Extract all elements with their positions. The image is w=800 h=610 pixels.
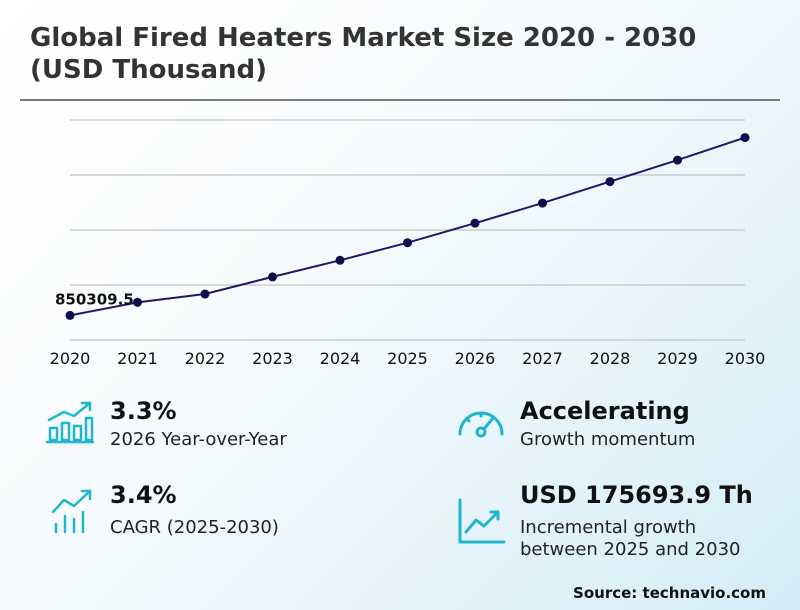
x-tick-label: 2021 xyxy=(117,349,158,368)
data-point-2025 xyxy=(403,238,412,248)
data-point-2027 xyxy=(538,198,547,208)
x-tick-label: 2026 xyxy=(455,349,496,368)
data-point-2022 xyxy=(200,289,210,299)
data-point-2030 xyxy=(740,133,750,143)
title-divider xyxy=(20,99,780,101)
kpi-incremental-label-line2: between 2025 and 2030 xyxy=(520,539,741,560)
data-point-2020 xyxy=(65,310,75,320)
x-tick-label: 2024 xyxy=(320,349,361,368)
kpi-yoy-value: 3.3% xyxy=(110,397,177,425)
data-point-2023 xyxy=(268,272,277,282)
x-tick-label: 2027 xyxy=(522,349,563,368)
x-tick-label: 2028 xyxy=(590,349,631,368)
trend-bars-icon xyxy=(50,488,96,540)
x-tick-label: 2022 xyxy=(185,349,226,368)
kpi-cagr-label: CAGR (2025-2030) xyxy=(110,517,279,538)
data-point-2026 xyxy=(470,218,480,228)
speedometer-icon xyxy=(456,404,506,444)
data-point-2028 xyxy=(605,177,615,187)
chart-title: Global Fired Heaters Market Size 2020 - … xyxy=(30,23,697,85)
source-label: Source: xyxy=(573,584,638,602)
series-points xyxy=(65,133,750,320)
kpi-incremental-label-line1: Incremental growth xyxy=(520,517,697,538)
source-credit: Source: technavio.com xyxy=(573,584,766,602)
kpi-momentum-label: Growth momentum xyxy=(520,429,696,450)
data-point-2021 xyxy=(133,297,142,307)
data-point-2029 xyxy=(673,155,682,165)
x-tick-label: 2029 xyxy=(657,349,698,368)
chart-grid xyxy=(70,119,745,341)
x-tick-label: 2023 xyxy=(252,349,293,368)
kpi-yoy-label: 2026 Year-over-Year xyxy=(110,429,287,450)
data-label-2020: 850309.5 xyxy=(55,290,134,308)
line-chart: 2020 2021 2022 2023 2024 2025 2026 2027 2028 2029… xyxy=(50,119,766,368)
x-tick-label: 2030 xyxy=(725,349,766,368)
kpi-cagr-value: 3.4% xyxy=(110,481,177,509)
series-line xyxy=(69,136,746,317)
x-axis-ticks: 2020 2021 2022 2023 2024 2025 2026 2027 2028 2029… xyxy=(50,349,766,368)
x-tick-label: 2020 xyxy=(50,349,91,368)
bar-chart-growth-icon xyxy=(45,398,95,448)
line-chart-icon xyxy=(456,498,506,550)
data-point-2024 xyxy=(335,255,345,265)
kpi-momentum-value: Accelerating xyxy=(520,397,690,425)
kpi-incremental-value: USD 175693.9 Th xyxy=(520,481,753,509)
x-tick-label: 2025 xyxy=(387,349,428,368)
source-link[interactable]: technavio.com xyxy=(642,584,766,602)
